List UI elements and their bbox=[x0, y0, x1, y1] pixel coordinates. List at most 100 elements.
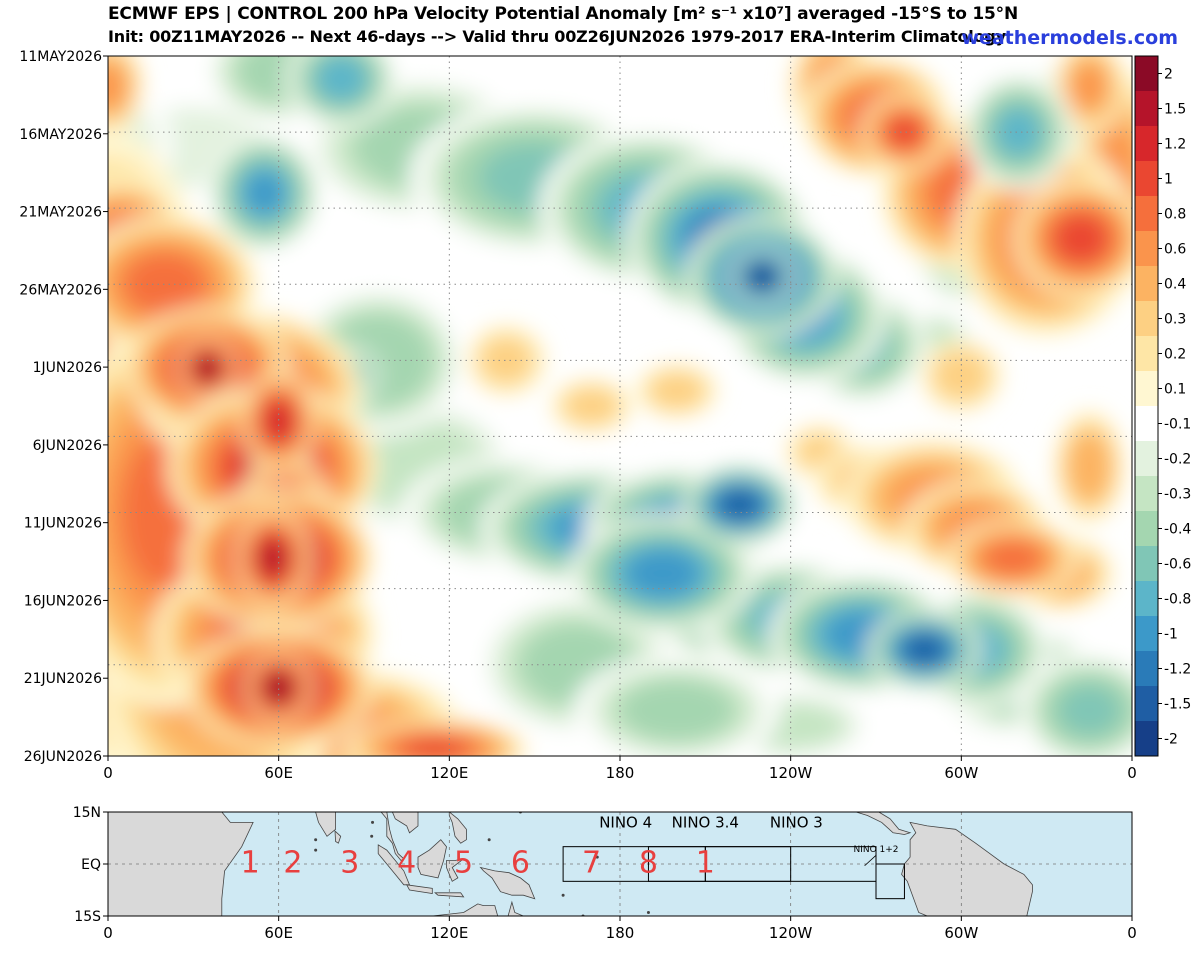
colorbar-swatch bbox=[1135, 686, 1158, 722]
land-mass bbox=[369, 812, 405, 862]
map-axes: 0 60E 120E 180 120W 60W 0 15N EQ 15S bbox=[73, 805, 1137, 942]
colorbar-label: 0.1 bbox=[1164, 382, 1186, 398]
island bbox=[561, 893, 565, 897]
colorbar-swatch bbox=[1135, 616, 1158, 652]
land-mass bbox=[446, 858, 464, 882]
anomaly-cell bbox=[886, 116, 923, 148]
mjo-phase-label: 1 bbox=[696, 846, 715, 881]
y-tick-label: 11MAY2026 bbox=[19, 49, 102, 65]
land-mass bbox=[334, 830, 342, 844]
anomaly-cell bbox=[905, 636, 943, 663]
land-mass bbox=[391, 812, 419, 834]
anomaly-cell bbox=[997, 109, 1040, 155]
anomaly-cell bbox=[619, 679, 734, 741]
y-tick-label: 21MAY2026 bbox=[19, 205, 102, 221]
colorbar: 2 1.5 1.2 1 0.8 0.6 0.4 0.3 0.2 0.1 -0.1 -0.2 -0.3 -0… bbox=[1134, 55, 1191, 757]
land-mass bbox=[901, 821, 1033, 916]
island bbox=[646, 911, 650, 915]
map-x-tick-label: 60W bbox=[944, 924, 978, 942]
map-x-tick-label: 180 bbox=[606, 924, 635, 942]
colorbar-label: -0.8 bbox=[1164, 592, 1191, 608]
anomaly-cell bbox=[269, 678, 288, 697]
anomaly-cell bbox=[263, 400, 294, 442]
nino-label: NINO 3.4 bbox=[672, 814, 739, 832]
anomaly-cell bbox=[983, 540, 1042, 576]
land-mass bbox=[433, 892, 465, 898]
anomaly-cell bbox=[1054, 214, 1108, 263]
colorbar-label: -0.3 bbox=[1164, 487, 1191, 503]
anomaly-cell bbox=[108, 65, 124, 108]
colorbar-swatch bbox=[1135, 581, 1158, 617]
nino-label: NINO 3 bbox=[770, 814, 823, 832]
brand-link[interactable]: weathermodels.com bbox=[961, 27, 1178, 49]
y-tick-label: 16JUN2026 bbox=[24, 593, 102, 609]
anomaly-cell bbox=[1067, 431, 1112, 502]
grid-lines bbox=[108, 56, 1132, 756]
hovmoller-plot bbox=[107, 55, 1133, 757]
land-mass bbox=[417, 839, 447, 879]
land-mass bbox=[230, 812, 267, 813]
colorbar-label: -0.2 bbox=[1164, 452, 1191, 468]
map-x-tick-label: 0 bbox=[1127, 924, 1137, 942]
anomaly-cell bbox=[1073, 65, 1106, 108]
x-tick-label: 180 bbox=[606, 764, 635, 782]
colorbar-label: -2 bbox=[1164, 732, 1178, 748]
y-tick-label: 16MAY2026 bbox=[19, 127, 102, 143]
y-tick-label: 21JUN2026 bbox=[24, 671, 102, 687]
mjo-phase-label: 1 bbox=[241, 846, 260, 881]
map-area bbox=[108, 800, 1132, 916]
colorbar-label: 0.8 bbox=[1164, 207, 1186, 223]
colorbar-swatch bbox=[1135, 651, 1158, 687]
land-mass bbox=[307, 812, 353, 837]
island bbox=[314, 848, 318, 852]
land-mass bbox=[939, 800, 945, 803]
colorbar-label: -0.6 bbox=[1164, 557, 1191, 573]
colorbar-label: -1.5 bbox=[1164, 697, 1191, 713]
colorbar-label: 0.3 bbox=[1164, 312, 1186, 328]
anomaly-cell bbox=[260, 541, 286, 575]
colorbar-label: 2 bbox=[1164, 67, 1173, 83]
mjo-phase-label: 4 bbox=[397, 846, 416, 881]
anomaly-cell bbox=[124, 253, 206, 315]
colorbar-label: 1.2 bbox=[1164, 137, 1186, 153]
anomaly-cell bbox=[245, 172, 284, 214]
y-tick-label: 6JUN2026 bbox=[33, 438, 102, 454]
colorbar-swatch bbox=[1135, 336, 1158, 372]
colorbar-swatch bbox=[1135, 371, 1158, 407]
mjo-phase-label: 6 bbox=[511, 846, 530, 881]
anomaly-cell bbox=[480, 337, 532, 384]
colorbar-label: 0.6 bbox=[1164, 242, 1186, 258]
colorbar-label: 0.4 bbox=[1164, 277, 1186, 293]
colorbar-swatch bbox=[1135, 91, 1158, 127]
land-mass bbox=[448, 812, 467, 844]
colorbar-swatch bbox=[1135, 406, 1158, 442]
chart-title: ECMWF EPS | CONTROL 200 hPa Velocity Pot… bbox=[108, 4, 1018, 24]
map-x-tick-label: 120W bbox=[769, 924, 813, 942]
anomaly-cell bbox=[752, 267, 773, 286]
colorbar-swatch bbox=[1135, 266, 1158, 302]
colorbar-swatch bbox=[1135, 476, 1158, 512]
anomaly-field bbox=[108, 56, 1132, 756]
mjo-phase-label: 3 bbox=[340, 846, 359, 881]
nino-region-box bbox=[875, 863, 905, 900]
colorbar-label: -0.1 bbox=[1164, 417, 1191, 433]
map-x-tick-label: 60E bbox=[264, 924, 293, 942]
anomaly-cell bbox=[720, 491, 759, 519]
anomaly-cell bbox=[316, 57, 366, 101]
mjo-phase-label: 8 bbox=[639, 846, 658, 881]
map-y-tick-label: EQ bbox=[81, 857, 101, 873]
x-tick-label: 0 bbox=[1127, 764, 1137, 782]
hovmoller-axes: 0 60E 120E 180 120W 60W 0 11MAY2026 16MAY2026 21M… bbox=[19, 49, 1136, 782]
map-y-tick-label: 15S bbox=[74, 909, 101, 925]
colorbar-swatch bbox=[1135, 441, 1158, 477]
colorbar-frame bbox=[1134, 55, 1159, 757]
y-tick-label: 26MAY2026 bbox=[19, 282, 102, 298]
land-mass bbox=[377, 844, 411, 886]
colorbar-swatch bbox=[1135, 546, 1158, 582]
x-tick-label: 120W bbox=[769, 764, 813, 782]
chart-subtitle: Init: 00Z11MAY2026 -- Next 46-days --> V… bbox=[108, 27, 1006, 46]
anomaly-cell bbox=[649, 372, 705, 410]
nino-label: NINO 4 bbox=[599, 814, 652, 832]
mjo-phase-label: 5 bbox=[454, 846, 473, 881]
